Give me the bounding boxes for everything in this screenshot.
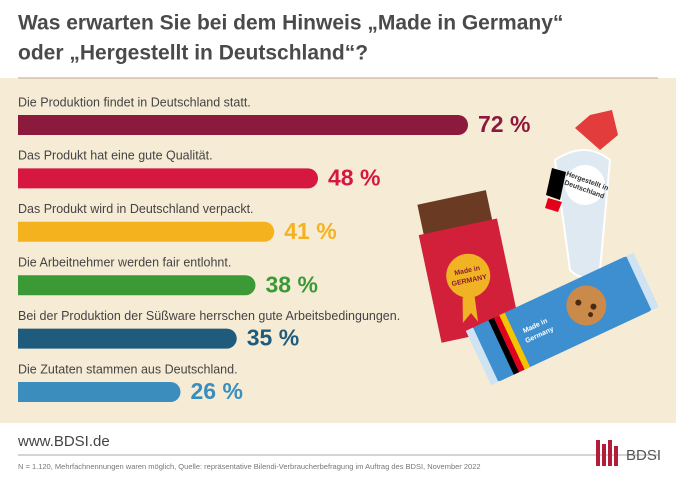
logo: BDSI [596,440,661,466]
bar [18,221,275,242]
value-label: 35 % [247,325,299,351]
chocolate-bar: Made in GERMANY [417,190,520,343]
website: www.BDSI.de [17,433,110,450]
bar [18,328,237,349]
candy-bag: Hergestellt in Deutschland [545,110,618,279]
category-label: Die Zutaten stammen aus Deutschland. [18,362,238,376]
footnote: N = 1.120, Mehrfachnennungen waren mögli… [18,462,481,471]
value-label: 41 % [284,218,336,244]
value-label: 26 % [191,378,243,404]
logo-text: BDSI [626,447,661,464]
value-label: 72 % [478,111,530,137]
chart-title: oder „Hergestellt in Deutschland“? [18,42,368,65]
bar [18,382,181,402]
chart-title: Was erwarten Sie bei dem Hinweis „Made i… [18,12,563,35]
bar [18,275,256,296]
panel [0,78,676,423]
value-label: 38 % [266,271,318,297]
value-label: 48 % [328,164,380,190]
category-label: Die Arbeitnehmer werden fair entlohnt. [18,255,231,269]
category-label: Das Produkt hat eine gute Qualität. [18,149,213,163]
category-label: Bei der Produktion der Süßware herrschen… [18,309,400,323]
bars: Die Produktion findet in Deutschland sta… [18,95,530,404]
category-label: Die Produktion findet in Deutschland sta… [18,95,251,109]
bar [18,115,468,135]
category-label: Das Produkt wird in Deutschland verpackt… [18,202,254,216]
cookie-pack: Made in Germany [465,252,659,386]
bar [18,168,318,189]
